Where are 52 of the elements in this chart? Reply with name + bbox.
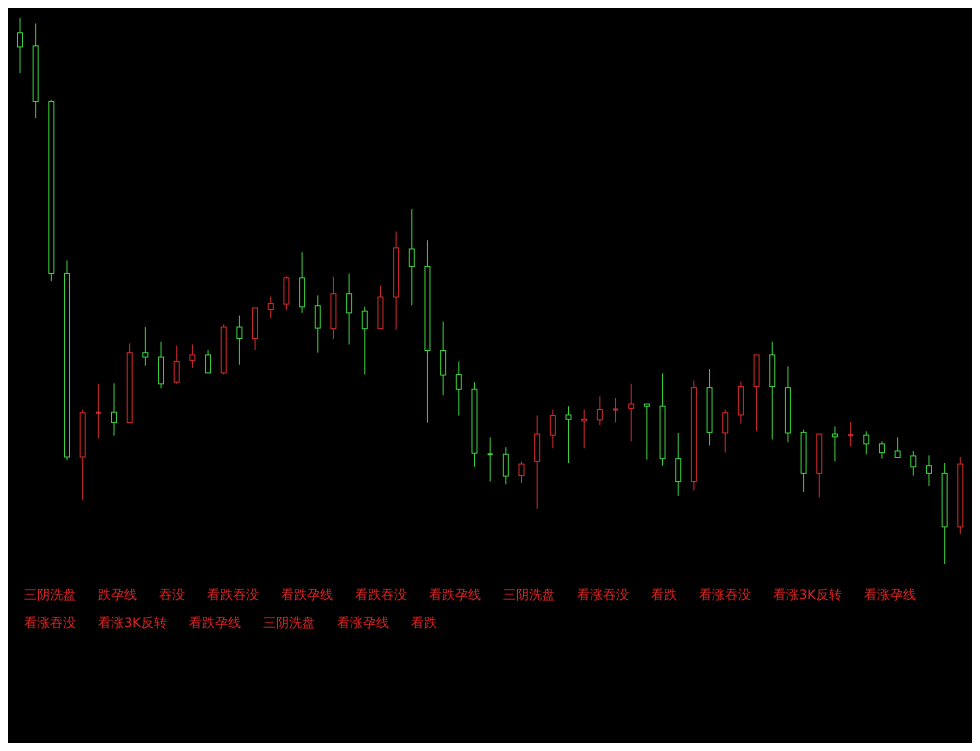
candlestick xyxy=(644,404,650,460)
candlestick xyxy=(236,315,242,366)
text: 看跌孕线 xyxy=(188,615,241,632)
candlestick xyxy=(314,294,321,354)
text: 吞没 xyxy=(159,587,185,604)
text: 看涨吞没 xyxy=(577,587,629,604)
candlestick xyxy=(346,273,352,346)
candlestick xyxy=(581,408,588,449)
candlestick xyxy=(832,426,838,462)
candlestick xyxy=(142,326,148,366)
candlestick xyxy=(16,18,23,74)
text: 看跌吞没 xyxy=(207,587,259,604)
text: 看涨3K反转 xyxy=(98,615,167,632)
candlestick xyxy=(408,208,415,306)
candlestick xyxy=(612,398,620,424)
candlestick xyxy=(94,383,102,439)
candlestick xyxy=(205,349,212,374)
candlestick xyxy=(566,406,572,464)
candlestick xyxy=(894,436,901,458)
text: 三阴洗盘 xyxy=(503,587,555,604)
candlestick xyxy=(628,383,634,442)
candlestick xyxy=(675,432,682,496)
candlestick xyxy=(362,306,368,376)
candlestick xyxy=(878,440,885,460)
text: 看跌孕线 xyxy=(281,587,333,604)
candlestick xyxy=(111,382,118,436)
text: 看涨孕线 xyxy=(336,615,389,632)
text: 看跌 xyxy=(410,615,437,632)
candlestick xyxy=(518,460,524,484)
candlestick xyxy=(863,430,870,455)
candlestick xyxy=(486,436,494,482)
text: 看跌吞没 xyxy=(355,587,407,604)
candlestick xyxy=(268,296,274,319)
text: 三阴洗盘 xyxy=(262,615,315,632)
candlestick xyxy=(910,450,916,476)
candlestick xyxy=(189,344,196,368)
candlestick xyxy=(550,408,556,449)
text: 看涨3K反转 xyxy=(773,587,842,604)
candlestick xyxy=(926,454,932,486)
candlestick xyxy=(174,345,180,384)
text: 看涨吞没 xyxy=(24,615,76,632)
candlestick xyxy=(722,408,728,454)
candlestick xyxy=(847,422,854,448)
candlestick xyxy=(456,360,462,416)
text: 看涨孕线 xyxy=(864,587,916,604)
text: 看涨吞没 xyxy=(699,587,751,604)
candlestick xyxy=(502,446,509,485)
text: 看跌 xyxy=(651,587,677,604)
text: 三阴洗盘 xyxy=(24,587,76,604)
text: 看跌孕线 xyxy=(429,587,481,604)
candlestick xyxy=(596,396,603,426)
text: 跌孕线 xyxy=(98,587,137,604)
